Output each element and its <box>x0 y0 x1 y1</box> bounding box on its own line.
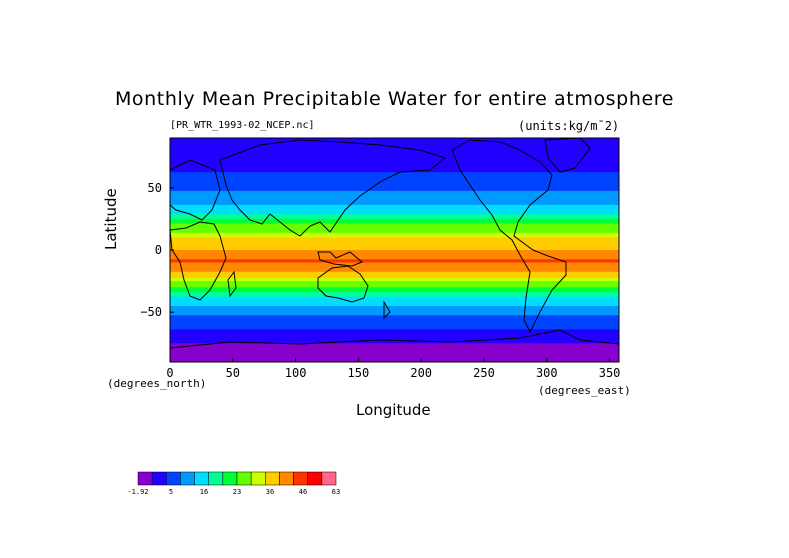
heatmap-band <box>170 243 619 248</box>
colorbar-tick-label: 63 <box>332 488 340 496</box>
colorbar-swatch <box>307 471 323 486</box>
heatmap-band <box>170 162 619 169</box>
colorbar-swatch <box>194 471 209 486</box>
heatmap-band <box>170 218 619 225</box>
heatmap-band <box>170 200 619 206</box>
colorbar-swatch <box>222 471 238 486</box>
colorbar-tick-label: 36 <box>266 488 274 496</box>
heatmap-band <box>170 315 619 321</box>
heatmap-band <box>170 209 619 215</box>
heatmap-band <box>170 138 619 145</box>
heatmap-band <box>170 181 619 187</box>
x-tick-label: 100 <box>285 366 307 380</box>
heatmap-band <box>170 240 619 245</box>
colorbar-tick-label: 16 <box>200 488 208 496</box>
heatmap-band <box>170 352 619 358</box>
colorbar: -1.92 5 16 23 36 46 63 <box>127 471 340 496</box>
heatmap-band <box>170 301 619 307</box>
heatmap-band <box>170 228 619 234</box>
file-name-label: [PR_WTR_1993-02_NCEP.nc] <box>170 120 315 131</box>
x-tick-label: 50 <box>226 366 240 380</box>
heatmap-band <box>170 223 619 229</box>
heatmap-band <box>170 150 619 158</box>
x-tick-label: 250 <box>473 366 495 380</box>
heatmap-band <box>170 246 619 251</box>
heatmap-band <box>170 274 619 279</box>
colorbar-tick-label: 23 <box>233 488 241 496</box>
heatmap-band <box>170 144 619 152</box>
colorbar-swatch <box>265 471 280 486</box>
heatmap-band <box>170 284 619 288</box>
heatmap-band <box>170 237 619 242</box>
colorbar-swatch <box>151 471 167 486</box>
colorbar-tick-label: 5 <box>169 488 173 496</box>
heatmap-band <box>170 167 619 173</box>
colorbar-swatch <box>166 471 181 486</box>
units-label: (units:kg/m¯2) <box>518 119 620 133</box>
x-tick-label: 300 <box>536 366 558 380</box>
heatmap-band <box>170 253 619 257</box>
x-tick-label: 0 <box>166 366 173 380</box>
colorbar-tick-label: 46 <box>299 488 307 496</box>
heatmap-band <box>170 214 619 220</box>
y-tick-label: 0 <box>155 243 162 257</box>
colorbar-swatch <box>293 471 308 486</box>
heatmap-band <box>170 310 619 316</box>
heatmap-band <box>170 296 619 302</box>
y-axis-unit: (degrees_north) <box>107 377 207 390</box>
y-tick-label: 50 <box>148 181 162 195</box>
colorbar-swatch <box>236 471 252 486</box>
colorbar-tick-label: -1.92 <box>127 488 148 496</box>
heatmap-band <box>170 195 619 201</box>
heatmap-band <box>170 287 619 293</box>
colorbar-swatch <box>321 471 337 486</box>
heatmap-band <box>170 329 619 335</box>
x-tick-label: 150 <box>348 366 370 380</box>
heatmap-band <box>170 292 619 298</box>
heatmap-band <box>170 343 619 349</box>
heatmap-band <box>170 265 619 270</box>
heatmap-band <box>170 278 619 282</box>
heatmap-band <box>170 271 619 276</box>
x-axis-label: Longitude <box>356 401 431 419</box>
y-axis-label: Latitude <box>102 188 120 250</box>
heatmap-band <box>170 259 619 264</box>
heatmap-band <box>170 250 619 254</box>
heatmap-band <box>170 190 619 197</box>
colorbar-swatch <box>180 471 195 486</box>
heatmap-band <box>170 348 619 354</box>
heatmap-band <box>170 306 619 312</box>
colorbar-swatch <box>250 471 266 486</box>
heatmap-band <box>170 232 619 239</box>
heatmap-band <box>170 262 619 267</box>
heatmap-band <box>170 320 619 326</box>
heatmap-bands <box>170 138 619 362</box>
heatmap-band <box>170 156 619 164</box>
heatmap-band <box>170 176 619 183</box>
chart-title: Monthly Mean Precipitable Water for enti… <box>114 88 675 110</box>
heatmap-band <box>170 204 619 211</box>
x-axis-unit: (degrees_east) <box>538 384 631 397</box>
heatmap-band <box>170 256 619 260</box>
heatmap-band <box>170 281 619 285</box>
x-axis-ticks: 0 50 100 150 200 250 300 350 <box>166 358 620 380</box>
y-axis-ticks: 50 0 −50 <box>140 181 174 319</box>
heatmap-band <box>170 338 619 344</box>
heatmap-band <box>170 357 619 362</box>
heatmap-band <box>170 324 619 330</box>
x-tick-label: 200 <box>410 366 432 380</box>
y-tick-label: −50 <box>140 305 162 319</box>
heatmap-band <box>170 334 619 340</box>
coastline-outlines <box>170 138 619 349</box>
colorbar-swatch <box>208 471 224 486</box>
colorbar-swatch <box>279 471 294 486</box>
heatmap-band <box>170 186 619 192</box>
colorbar-swatch <box>137 471 153 486</box>
x-tick-label: 350 <box>599 366 621 380</box>
heatmap-band <box>170 268 619 273</box>
